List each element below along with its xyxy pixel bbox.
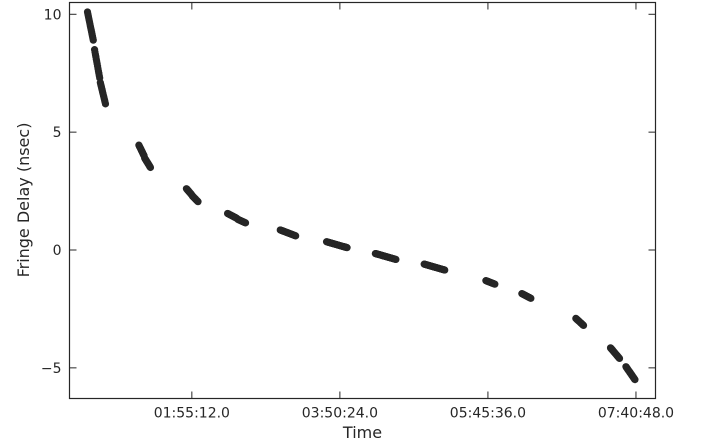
axis-ticks: −5 0 5 10 01:55:12.0 03:50:24.0 05:45:36.0 07:4… (41, 2, 674, 422)
data-point (194, 198, 202, 206)
data-point (343, 244, 351, 252)
data-point (392, 255, 400, 264)
data-point (631, 376, 639, 384)
y-tick-label: 0 (53, 243, 62, 259)
data-point (241, 219, 250, 227)
data-point (615, 354, 624, 363)
data-point (579, 321, 588, 330)
data-point (292, 232, 300, 240)
x-tick-label: 07:40:48.0 (598, 406, 674, 422)
data-point (101, 100, 110, 108)
x-tick-label: 05:45:36.0 (450, 406, 526, 422)
y-axis-label: Fringe Delay (nsec) (14, 123, 33, 278)
y-tick-label: 10 (44, 7, 62, 23)
x-tick-label: 03:50:24.0 (302, 406, 378, 422)
data-points (83, 8, 639, 384)
y-tick-label: −5 (41, 361, 62, 377)
x-tick-label: 01:55:12.0 (154, 406, 230, 422)
data-point (491, 280, 499, 288)
plot-frame (68, 1, 657, 400)
data-point (527, 294, 535, 302)
data-point (89, 36, 97, 44)
y-tick-label: 5 (53, 125, 62, 141)
data-point (441, 266, 449, 274)
x-axis-label: Time (342, 423, 382, 442)
data-point (146, 163, 155, 172)
